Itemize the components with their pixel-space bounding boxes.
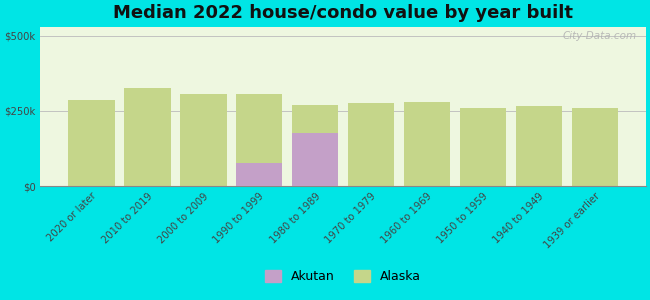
Bar [571, 108, 618, 186]
Bar [292, 105, 339, 186]
Title: Median 2022 house/condo value by year built: Median 2022 house/condo value by year bu… [113, 4, 573, 22]
Bar [348, 103, 395, 186]
Bar [292, 133, 339, 186]
Bar [404, 102, 450, 186]
Bar [68, 100, 114, 186]
Bar [236, 164, 283, 186]
Legend: Akutan, Alaska: Akutan, Alaska [260, 265, 426, 288]
Bar [515, 106, 562, 186]
Bar [180, 94, 227, 186]
Text: City-Data.com: City-Data.com [563, 31, 637, 41]
Bar [124, 88, 170, 186]
Bar [460, 108, 506, 186]
Bar [236, 94, 283, 186]
